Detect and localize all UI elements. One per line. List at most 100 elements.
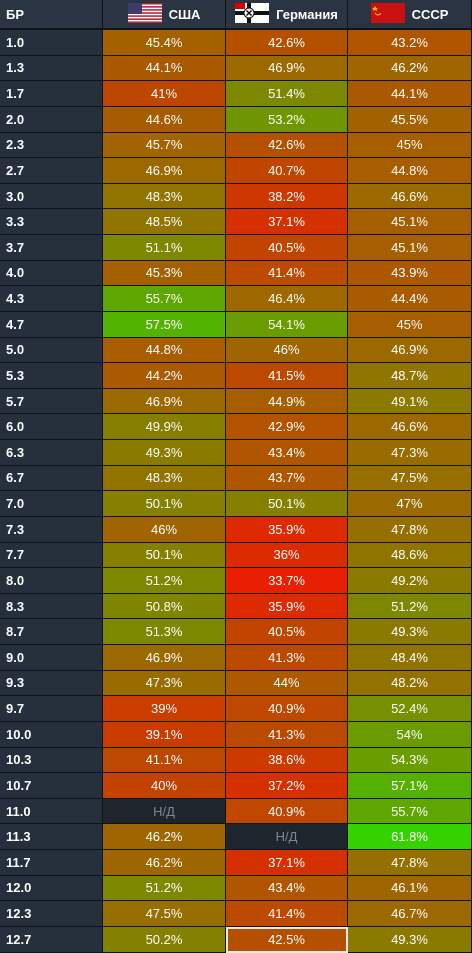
winrate-cell[interactable]: 45.1%	[348, 209, 472, 235]
winrate-cell[interactable]: 48.3%	[103, 183, 226, 210]
winrate-cell[interactable]: 46.9%	[103, 388, 226, 415]
winrate-cell[interactable]: 41.3%	[226, 645, 348, 671]
winrate-cell[interactable]: 51.3%	[103, 619, 226, 645]
winrate-cell[interactable]: 53.2%	[226, 106, 348, 133]
winrate-cell[interactable]: 48.6%	[348, 542, 472, 569]
winrate-cell[interactable]: 46.9%	[348, 337, 472, 364]
winrate-cell[interactable]: 45.3%	[103, 260, 226, 287]
winrate-cell[interactable]: 49.3%	[103, 440, 226, 466]
winrate-cell[interactable]: 43.7%	[226, 465, 348, 492]
winrate-cell[interactable]: 44.1%	[103, 55, 226, 82]
winrate-cell[interactable]: 41.1%	[103, 747, 226, 774]
winrate-cell[interactable]: 45.7%	[103, 132, 226, 159]
winrate-cell[interactable]: 41.5%	[226, 363, 348, 389]
winrate-cell[interactable]: 47.5%	[348, 465, 472, 492]
winrate-cell[interactable]: 50.1%	[103, 491, 226, 517]
winrate-cell[interactable]: 37.1%	[226, 850, 348, 876]
winrate-cell[interactable]: 40.9%	[226, 798, 348, 825]
winrate-cell[interactable]: 43.4%	[226, 440, 348, 466]
winrate-cell[interactable]: 48.7%	[348, 363, 472, 389]
winrate-cell[interactable]: 44.6%	[103, 106, 226, 133]
winrate-cell[interactable]: 45.1%	[348, 235, 472, 261]
winrate-cell[interactable]: 37.1%	[226, 209, 348, 235]
winrate-cell[interactable]: 55.7%	[103, 286, 226, 312]
winrate-cell[interactable]: 35.9%	[226, 516, 348, 543]
winrate-cell[interactable]: 39.1%	[103, 721, 226, 748]
winrate-cell[interactable]: 54.3%	[348, 747, 472, 774]
winrate-cell[interactable]: 46%	[103, 516, 226, 543]
winrate-cell[interactable]: 44.9%	[226, 388, 348, 415]
winrate-cell[interactable]: 46.7%	[348, 901, 472, 927]
winrate-cell[interactable]: 44.2%	[103, 363, 226, 389]
winrate-cell[interactable]: 45%	[348, 311, 472, 338]
winrate-cell[interactable]: 47.5%	[103, 901, 226, 927]
winrate-cell[interactable]: 44.1%	[348, 81, 472, 107]
winrate-cell[interactable]: 51.2%	[348, 593, 472, 620]
winrate-cell[interactable]: 43.9%	[348, 260, 472, 287]
winrate-cell[interactable]: Н/Д	[103, 798, 226, 825]
header-nation[interactable]: СССР	[348, 0, 472, 30]
winrate-cell[interactable]: 48.4%	[348, 645, 472, 671]
winrate-cell[interactable]: 46.2%	[348, 55, 472, 82]
winrate-cell[interactable]: 44.8%	[348, 158, 472, 184]
winrate-cell[interactable]: 46.9%	[226, 55, 348, 82]
winrate-cell[interactable]: 40.5%	[226, 235, 348, 261]
winrate-cell[interactable]: 42.6%	[226, 132, 348, 159]
winrate-cell[interactable]: 46.9%	[103, 158, 226, 184]
winrate-cell[interactable]: 42.5%	[226, 926, 348, 953]
winrate-cell[interactable]: Н/Д	[226, 824, 348, 850]
winrate-cell[interactable]: 51.1%	[103, 235, 226, 261]
winrate-cell[interactable]: 47.8%	[348, 516, 472, 543]
winrate-cell[interactable]: 51.4%	[226, 81, 348, 107]
winrate-cell[interactable]: 47%	[348, 491, 472, 517]
winrate-cell[interactable]: 54%	[348, 721, 472, 748]
winrate-cell[interactable]: 43.4%	[226, 875, 348, 902]
winrate-cell[interactable]: 57.1%	[348, 773, 472, 799]
winrate-cell[interactable]: 57.5%	[103, 311, 226, 338]
winrate-cell[interactable]: 49.3%	[348, 619, 472, 645]
winrate-cell[interactable]: 44%	[226, 670, 348, 697]
winrate-cell[interactable]: 47.3%	[103, 670, 226, 697]
winrate-cell[interactable]: 45.5%	[348, 106, 472, 133]
winrate-cell[interactable]: 42.6%	[226, 30, 348, 56]
winrate-cell[interactable]: 49.9%	[103, 414, 226, 440]
winrate-cell[interactable]: 41.4%	[226, 901, 348, 927]
winrate-cell[interactable]: 51.2%	[103, 875, 226, 902]
winrate-cell[interactable]: 40.7%	[226, 158, 348, 184]
winrate-cell[interactable]: 45.4%	[103, 30, 226, 56]
winrate-cell[interactable]: 55.7%	[348, 798, 472, 825]
winrate-cell[interactable]: 40%	[103, 773, 226, 799]
winrate-cell[interactable]: 35.9%	[226, 593, 348, 620]
winrate-cell[interactable]: 46.1%	[348, 875, 472, 902]
winrate-cell[interactable]: 43.2%	[348, 30, 472, 56]
winrate-cell[interactable]: 41.3%	[226, 721, 348, 748]
winrate-cell[interactable]: 39%	[103, 696, 226, 722]
winrate-cell[interactable]: 44.4%	[348, 286, 472, 312]
winrate-cell[interactable]: 46.9%	[103, 645, 226, 671]
winrate-cell[interactable]: 41%	[103, 81, 226, 107]
winrate-cell[interactable]: 48.3%	[103, 465, 226, 492]
winrate-cell[interactable]: 41.4%	[226, 260, 348, 287]
winrate-cell[interactable]: 37.2%	[226, 773, 348, 799]
winrate-cell[interactable]: 50.1%	[103, 542, 226, 569]
header-br[interactable]: БР	[0, 0, 103, 30]
winrate-cell[interactable]: 61.8%	[348, 824, 472, 850]
winrate-cell[interactable]: 50.1%	[226, 491, 348, 517]
winrate-cell[interactable]: 46.2%	[103, 850, 226, 876]
winrate-cell[interactable]: 45%	[348, 132, 472, 159]
winrate-cell[interactable]: 38.6%	[226, 747, 348, 774]
winrate-cell[interactable]: 49.3%	[348, 926, 472, 953]
header-nation[interactable]: США	[103, 0, 226, 30]
winrate-cell[interactable]: 48.2%	[348, 670, 472, 697]
winrate-cell[interactable]: 47.3%	[348, 440, 472, 466]
winrate-cell[interactable]: 46.6%	[348, 414, 472, 440]
winrate-cell[interactable]: 54.1%	[226, 311, 348, 338]
winrate-cell[interactable]: 48.5%	[103, 209, 226, 235]
winrate-cell[interactable]: 52.4%	[348, 696, 472, 722]
winrate-cell[interactable]: 51.2%	[103, 568, 226, 594]
winrate-cell[interactable]: 46.4%	[226, 286, 348, 312]
header-nation[interactable]: Германия	[226, 0, 348, 30]
winrate-cell[interactable]: 40.9%	[226, 696, 348, 722]
winrate-cell[interactable]: 49.1%	[348, 388, 472, 415]
winrate-cell[interactable]: 33.7%	[226, 568, 348, 594]
